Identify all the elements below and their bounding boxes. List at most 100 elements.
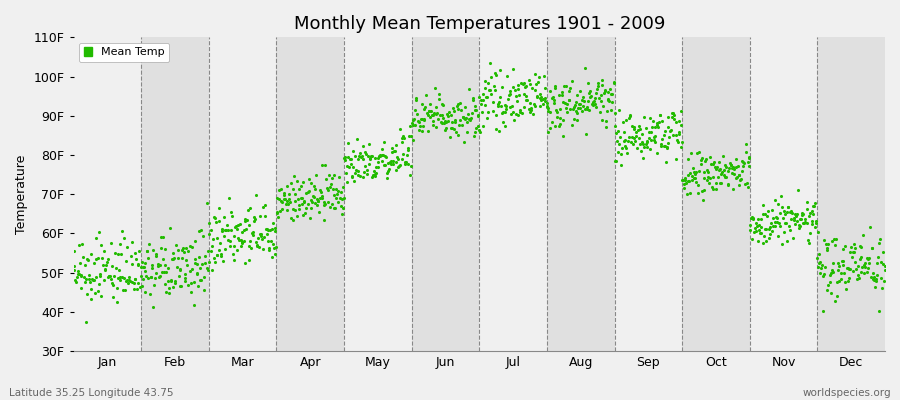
Point [302, 176, 316, 182]
Point [573, 101, 588, 107]
Point [623, 112, 637, 119]
Point [210, 234, 224, 241]
Point [458, 104, 473, 110]
Point [863, 224, 878, 231]
Title: Monthly Mean Temperatures 1901 - 2009: Monthly Mean Temperatures 1901 - 2009 [293, 15, 665, 33]
Point [581, 90, 596, 96]
Point [187, 255, 202, 262]
Point [578, 65, 592, 72]
Point [225, 213, 239, 219]
Point [154, 234, 168, 240]
Point [255, 233, 269, 239]
Point [692, 149, 706, 155]
Point [684, 173, 698, 179]
Point [687, 169, 701, 176]
Point [285, 216, 300, 223]
Point [790, 218, 805, 224]
Point [428, 124, 443, 130]
Point [239, 225, 254, 232]
Point [192, 253, 206, 260]
Point [417, 116, 431, 122]
Point [793, 223, 807, 230]
Point [346, 164, 361, 170]
Point [275, 198, 290, 205]
Point [436, 120, 451, 126]
Point [864, 245, 878, 252]
Point [512, 92, 526, 98]
Point [824, 238, 839, 244]
Point [247, 214, 261, 220]
Point [698, 175, 712, 182]
Point [82, 272, 96, 278]
Point [91, 255, 105, 262]
Point [380, 175, 394, 182]
Point [860, 265, 875, 272]
Point [280, 183, 294, 189]
Point [161, 264, 176, 271]
Point [365, 152, 380, 159]
Point [823, 279, 837, 285]
Point [547, 82, 562, 89]
Point [616, 138, 631, 144]
Point [72, 241, 86, 248]
Point [134, 263, 148, 270]
Point [874, 285, 888, 292]
Point [659, 158, 673, 165]
Point [796, 219, 811, 226]
Point [873, 236, 887, 243]
Point [381, 168, 395, 174]
Point [283, 191, 297, 198]
Point [650, 120, 664, 126]
Point [487, 82, 501, 89]
Point [878, 267, 892, 273]
Point [181, 281, 195, 288]
Point [805, 221, 819, 228]
Point [839, 286, 853, 292]
Point [764, 219, 778, 226]
Point [148, 253, 163, 260]
Point [266, 254, 280, 260]
Point [325, 174, 339, 181]
Point [637, 144, 652, 150]
Point [119, 258, 133, 264]
Point [110, 299, 124, 306]
Point [737, 160, 751, 166]
Point [95, 262, 110, 269]
Point [699, 176, 714, 183]
Point [486, 108, 500, 114]
Point [669, 132, 683, 138]
Point [282, 196, 296, 202]
Point [652, 111, 667, 118]
Point [711, 167, 725, 174]
Point [751, 238, 765, 244]
Point [441, 113, 455, 119]
Point [93, 273, 107, 280]
Point [472, 112, 486, 119]
Point [295, 212, 310, 218]
Point [123, 253, 138, 260]
Point [670, 118, 684, 125]
Point [349, 136, 364, 142]
Point [788, 213, 803, 220]
Point [202, 220, 216, 227]
Point [136, 263, 150, 270]
Point [399, 159, 413, 165]
Point [826, 260, 841, 266]
Point [426, 112, 440, 118]
Point [821, 282, 835, 288]
Point [284, 180, 298, 186]
Point [640, 144, 654, 150]
Point [155, 268, 169, 275]
Point [495, 84, 509, 90]
Point [472, 129, 487, 136]
Point [610, 149, 625, 156]
Point [464, 115, 478, 121]
Point [734, 168, 749, 174]
Point [529, 94, 544, 100]
Point [870, 259, 885, 266]
Point [291, 196, 305, 203]
Point [680, 156, 695, 162]
Point [74, 273, 88, 279]
Point [589, 90, 603, 96]
Point [656, 131, 670, 138]
